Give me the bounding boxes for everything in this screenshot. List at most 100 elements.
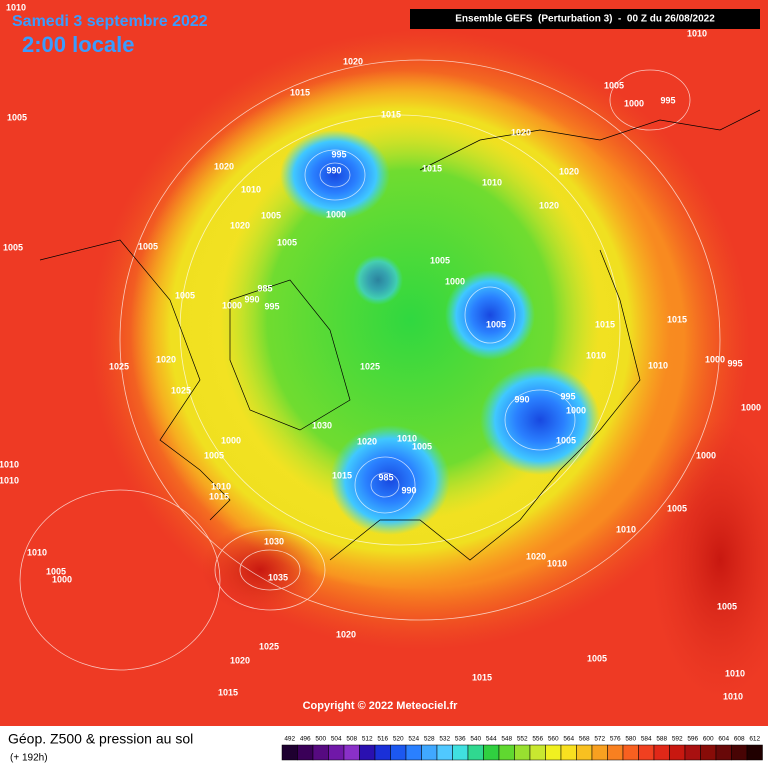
- scale-label: 564: [563, 736, 574, 743]
- run-info: Ensemble GEFS (Perturbation 3) - 00 Z du…: [455, 14, 715, 25]
- isobar-label: 985: [257, 283, 272, 293]
- scale-swatch: [405, 744, 422, 761]
- scale-label: 508: [346, 736, 357, 743]
- scale-swatch: [343, 744, 360, 761]
- isobar-label: 1005: [138, 241, 158, 251]
- scale-swatch: [669, 744, 686, 761]
- isobar-label: 1020: [559, 166, 579, 176]
- legend-subtitle: (+ 192h): [10, 753, 48, 764]
- scale-label: 568: [579, 736, 590, 743]
- isobar-label: 1010: [0, 475, 19, 485]
- isobar-label: 1020: [511, 127, 531, 137]
- isobar-label: 1015: [667, 314, 687, 324]
- isobar-labels: 1010 1010 1020 1015 1005 1015 1020 1005 1000 995 9…: [0, 2, 761, 701]
- isobar-label: 1025: [171, 385, 191, 395]
- isobar-label: 1015: [472, 672, 492, 682]
- isobar-label: 990: [244, 294, 259, 304]
- isobar-label: 1020: [214, 161, 234, 171]
- scale-label: 552: [517, 736, 528, 743]
- scale-swatch: [359, 744, 376, 761]
- isobar-label: 1005: [277, 237, 297, 247]
- scale-label: 572: [594, 736, 605, 743]
- isobar-label: 1015: [381, 109, 401, 119]
- isobar-label: 1020: [336, 629, 356, 639]
- isobar-label: 1000: [326, 209, 346, 219]
- isobar-label: 1010: [6, 2, 26, 12]
- scale-swatch: [638, 744, 655, 761]
- scale-swatch: [281, 744, 298, 761]
- scale-swatch: [731, 744, 748, 761]
- isobar-label: 1005: [430, 255, 450, 265]
- isobar-label: 1010: [482, 177, 502, 187]
- scale-swatch: [421, 744, 438, 761]
- copyright: Copyright © 2022 Meteociel.fr: [303, 700, 459, 712]
- isobar-label: 1020: [539, 200, 559, 210]
- low: [480, 365, 600, 475]
- scale-swatch: [607, 744, 624, 761]
- isobar-label: 990: [401, 485, 416, 495]
- high: [650, 420, 768, 700]
- low: [353, 255, 403, 305]
- isobar-label: 995: [264, 301, 279, 311]
- legend-title: Géop. Z500 & pression au sol: [8, 731, 193, 747]
- isobar-label: 995: [331, 149, 346, 159]
- isobar-label: 1015: [290, 87, 310, 97]
- run-box: [410, 9, 760, 29]
- scale-label: 536: [455, 736, 466, 743]
- isobar-label: 1005: [486, 319, 506, 329]
- isobar-label: 1005: [587, 653, 607, 663]
- isobar-label: 1000: [222, 300, 242, 310]
- scale-label: 592: [672, 736, 683, 743]
- scale-label: 544: [486, 736, 497, 743]
- scale-swatch: [374, 744, 391, 761]
- coastlines: [39, 109, 761, 561]
- isobar-label: 1030: [312, 420, 332, 430]
- scale-label: 612: [749, 736, 760, 743]
- isobar-label: 1000: [566, 405, 586, 415]
- isobar-label: 1000: [221, 435, 241, 445]
- scale-swatch: [700, 744, 717, 761]
- isobar-label: 1000: [624, 98, 644, 108]
- isobar-label: 985: [378, 472, 393, 482]
- isobar-label: 1015: [209, 491, 229, 501]
- isobar-label: 1030: [264, 536, 284, 546]
- scale-label: 516: [377, 736, 388, 743]
- isobar-label: 1000: [705, 354, 725, 364]
- time-label: 2:00 locale: [22, 32, 135, 57]
- scale-swatch: [452, 744, 469, 761]
- isobar-label: 1015: [422, 163, 442, 173]
- isobar-label: 1010: [211, 481, 231, 491]
- scale-label: 540: [470, 736, 481, 743]
- scale-swatch: [483, 744, 500, 761]
- scale-swatch: [576, 744, 593, 761]
- isobar-label: 1000: [741, 402, 761, 412]
- scale-swatch: [545, 744, 562, 761]
- isobar-label: 1005: [7, 112, 27, 122]
- isobar-label: 1010: [725, 668, 745, 678]
- scale-label: 496: [300, 736, 311, 743]
- scale-label: 556: [532, 736, 543, 743]
- scale-label: 588: [656, 736, 667, 743]
- isobar-label: 1020: [156, 354, 176, 364]
- scale-label: 604: [718, 736, 729, 743]
- isobar-label: 990: [326, 165, 341, 175]
- isobar-label: 1010: [687, 28, 707, 38]
- isobar-label: 1000: [52, 574, 72, 584]
- isobar-label: 1005: [3, 242, 23, 252]
- scale-swatch: [514, 744, 531, 761]
- scale-label: 560: [548, 736, 559, 743]
- isobar-label: 1010: [648, 360, 668, 370]
- scale-label: 532: [439, 736, 450, 743]
- scale-swatch: [390, 744, 407, 761]
- isobar-label: 1005: [667, 503, 687, 513]
- scale-label: 580: [625, 736, 636, 743]
- scale-label: 528: [424, 736, 435, 743]
- isobar-label: 1015: [332, 470, 352, 480]
- isobar-label: 1020: [230, 220, 250, 230]
- scale-swatch: [560, 744, 577, 761]
- low: [280, 130, 390, 220]
- scale-label: 548: [501, 736, 512, 743]
- isobar-label: 1025: [360, 361, 380, 371]
- scale-swatch: [297, 744, 314, 761]
- isobar-label: 995: [660, 95, 675, 105]
